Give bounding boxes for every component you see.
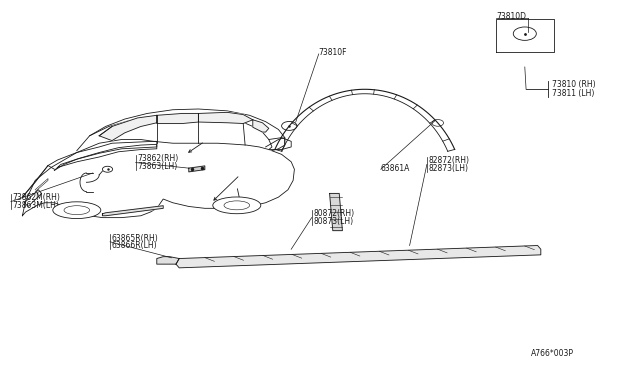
Text: 82873(LH): 82873(LH) (429, 164, 468, 173)
Text: 80872(RH): 80872(RH) (314, 209, 355, 218)
Polygon shape (22, 140, 294, 218)
Text: 73810F: 73810F (319, 48, 348, 57)
Text: 73862(RH): 73862(RH) (138, 154, 179, 163)
Text: 63861A: 63861A (381, 164, 410, 173)
Polygon shape (99, 115, 157, 141)
Text: A766*003P: A766*003P (531, 349, 574, 358)
Polygon shape (189, 166, 205, 172)
Polygon shape (176, 246, 541, 268)
Polygon shape (330, 193, 342, 231)
Text: 73862M(RH): 73862M(RH) (13, 193, 61, 202)
Text: 63866R(LH): 63866R(LH) (112, 241, 157, 250)
Polygon shape (198, 112, 253, 124)
Polygon shape (157, 113, 198, 124)
Polygon shape (77, 109, 285, 151)
Polygon shape (102, 206, 163, 216)
Text: 63865R(RH): 63865R(RH) (112, 234, 159, 243)
Text: 73811 (LH): 73811 (LH) (552, 89, 594, 98)
Text: 73810D: 73810D (496, 12, 526, 21)
Text: 82872(RH): 82872(RH) (429, 156, 470, 165)
Ellipse shape (52, 202, 101, 219)
Polygon shape (157, 257, 179, 264)
Ellipse shape (212, 197, 261, 214)
Polygon shape (253, 120, 269, 132)
Text: 73863(LH): 73863(LH) (138, 162, 178, 171)
Text: 73863M(LH): 73863M(LH) (13, 201, 60, 210)
Text: 73810 (RH): 73810 (RH) (552, 80, 595, 89)
Text: 80873(LH): 80873(LH) (314, 217, 354, 226)
